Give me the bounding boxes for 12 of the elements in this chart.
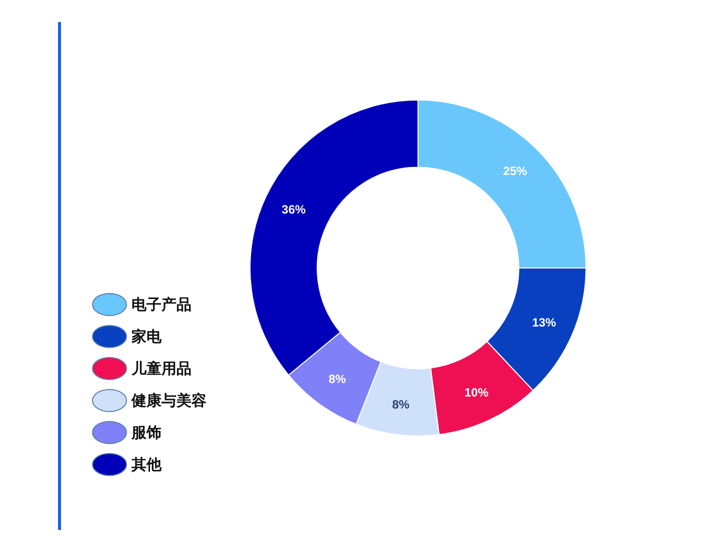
- data-label: 13%: [532, 316, 556, 330]
- legend-label: 电子产品: [132, 296, 192, 314]
- data-label: 25%: [503, 164, 528, 178]
- data-label: 8%: [328, 372, 346, 386]
- legend-label: 其他: [130, 456, 162, 474]
- legend-label: 健康与美容: [130, 392, 206, 410]
- legend-label: 家电: [130, 328, 162, 346]
- data-label: 8%: [392, 397, 410, 412]
- data-label: 10%: [464, 385, 489, 400]
- legend-label: 儿童用品: [130, 360, 192, 378]
- legend-label: 服饰: [130, 424, 162, 442]
- data-label: 36%: [282, 202, 306, 216]
